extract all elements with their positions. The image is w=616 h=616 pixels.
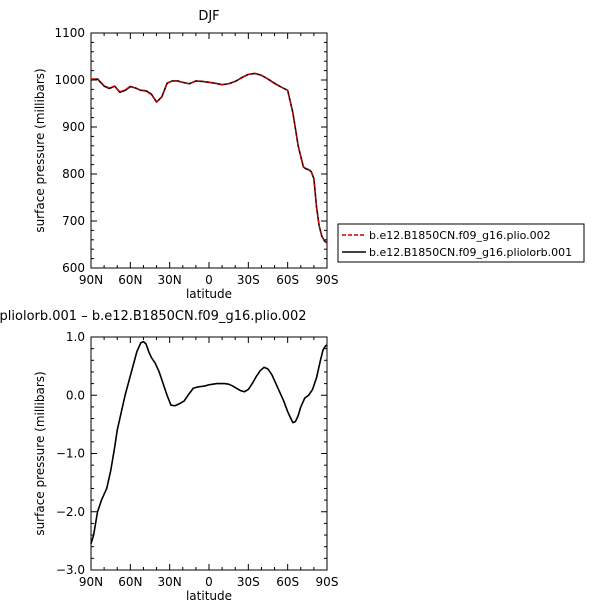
- x-axis-label: latitude: [186, 287, 232, 301]
- x-tick-label: 30S: [237, 273, 260, 287]
- legend-label-1: b.e12.B1850CN.f09_g16.plio.002: [369, 229, 551, 242]
- x-tick-label: 90S: [316, 273, 339, 287]
- legend-label-2: b.e12.B1850CN.f09_g16.pliolorb.001: [369, 246, 572, 259]
- y-tick-label: 700: [62, 214, 85, 228]
- plot-frame: [90, 336, 328, 571]
- y-tick-label: 1100: [54, 26, 85, 40]
- x-tick-label: 60S: [276, 273, 299, 287]
- y-tick-label: −3.0: [56, 563, 85, 577]
- x-tick-label: 90N: [79, 575, 103, 589]
- chart-title: b.e12.B1850CN.f09_g16.pliolorb.001 – b.e…: [0, 309, 307, 324]
- y-tick-label: −2.0: [56, 505, 85, 519]
- x-tick-label: 60S: [276, 575, 299, 589]
- legend: b.e12.B1850CN.f09_g16.plio.002 b.e12.B185…: [337, 223, 585, 263]
- x-tick-label: 30N: [158, 575, 182, 589]
- x-tick-label: 90N: [79, 273, 103, 287]
- y-tick-label: 0.0: [66, 388, 85, 402]
- y-tick-label: −1.0: [56, 447, 85, 461]
- x-axis-label: latitude: [186, 589, 232, 603]
- x-tick-label: 30N: [158, 273, 182, 287]
- y-axis-label: surface pressure (millibars): [33, 68, 47, 232]
- y-tick-label: 1000: [54, 73, 85, 87]
- y-tick-label: 900: [62, 120, 85, 134]
- y-axis-label: surface pressure (millibars): [33, 371, 47, 535]
- x-tick-label: 0: [205, 575, 213, 589]
- x-tick-label: 60N: [118, 273, 142, 287]
- panel-2: b.e12.B1850CN.f09_g16.pliolorb.001 – b.e…: [0, 309, 338, 603]
- y-tick-label: 1.0: [66, 330, 85, 344]
- series-line-1: [90, 340, 328, 545]
- y-tick-label: 600: [62, 261, 85, 275]
- panel-1: DJF 90N 60N 30N 0 30S 60S 90S 600 700 800 900 1000 11…: [33, 9, 585, 301]
- x-tick-label: 90S: [316, 575, 339, 589]
- plot-frame: [90, 32, 328, 269]
- x-tick-label: 0: [205, 273, 213, 287]
- series-line-2: [90, 72, 328, 244]
- x-tick-label: 30S: [237, 575, 260, 589]
- x-tick-label: 60N: [118, 575, 142, 589]
- legend-box: [337, 223, 585, 263]
- series-line-1: [90, 72, 328, 245]
- chart-title: DJF: [198, 9, 219, 24]
- y-tick-label: 800: [62, 167, 85, 181]
